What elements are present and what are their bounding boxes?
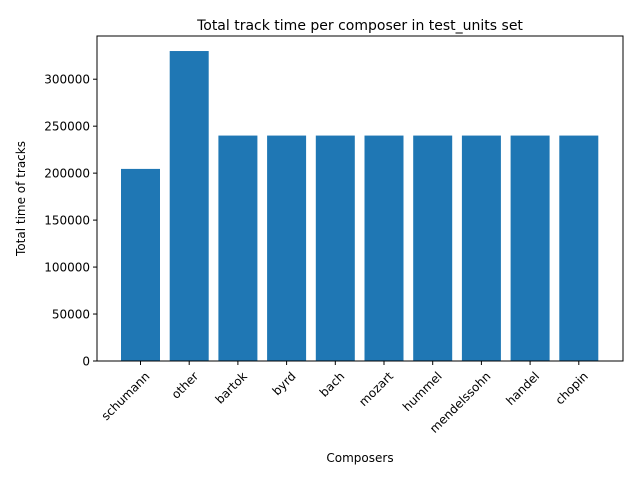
- x-axis: schumann other bartok byrd bach mozart hummelm…: [99, 361, 591, 436]
- bar-mendelssohn: [461, 135, 501, 361]
- plot-frame: [96, 35, 624, 362]
- y-tick-label-0: 0: [82, 355, 90, 369]
- y-tick-label-50000: 50000: [52, 308, 90, 322]
- y-tick-label-200000: 200000: [44, 167, 90, 181]
- y-tick-label-250000: 250000: [44, 120, 90, 134]
- bar-other: [169, 51, 209, 361]
- x-tick-label-chopin: chopin: [553, 369, 591, 407]
- bar-schumann: [121, 168, 160, 361]
- y-tick-label-300000: 300000: [44, 73, 90, 87]
- x-tick-label-schumann: schumann: [99, 369, 153, 423]
- x-axis-label: Composers: [326, 451, 393, 465]
- x-tick-label-bartok: bartok: [213, 369, 250, 406]
- x-tick-label-handel: handel: [503, 369, 542, 408]
- bar-bach: [315, 135, 355, 361]
- bar-chopin: [559, 135, 599, 361]
- y-axis: 0 50000 100000 150000 200000 250000 300000: [44, 73, 97, 369]
- bars-group: [121, 51, 599, 361]
- y-tick-label-100000: 100000: [44, 261, 90, 275]
- bar-bartok: [218, 135, 258, 361]
- x-tick-label-bach: bach: [317, 369, 348, 400]
- x-tick-label-other: other: [169, 369, 202, 402]
- bar-hummel: [413, 135, 453, 361]
- x-tick-label-hummel: hummel: [400, 369, 445, 414]
- x-tick-label-byrd: byrd: [270, 369, 299, 398]
- y-axis-label: Total time of tracks: [14, 141, 28, 257]
- x-tick-label-mozart: mozart: [356, 369, 396, 409]
- bar-byrd: [267, 135, 307, 361]
- y-tick-label-150000: 150000: [44, 214, 90, 228]
- chart-title: Total track time per composer in test_un…: [196, 18, 523, 34]
- bar-mozart: [364, 135, 404, 361]
- bar-handel: [510, 135, 550, 361]
